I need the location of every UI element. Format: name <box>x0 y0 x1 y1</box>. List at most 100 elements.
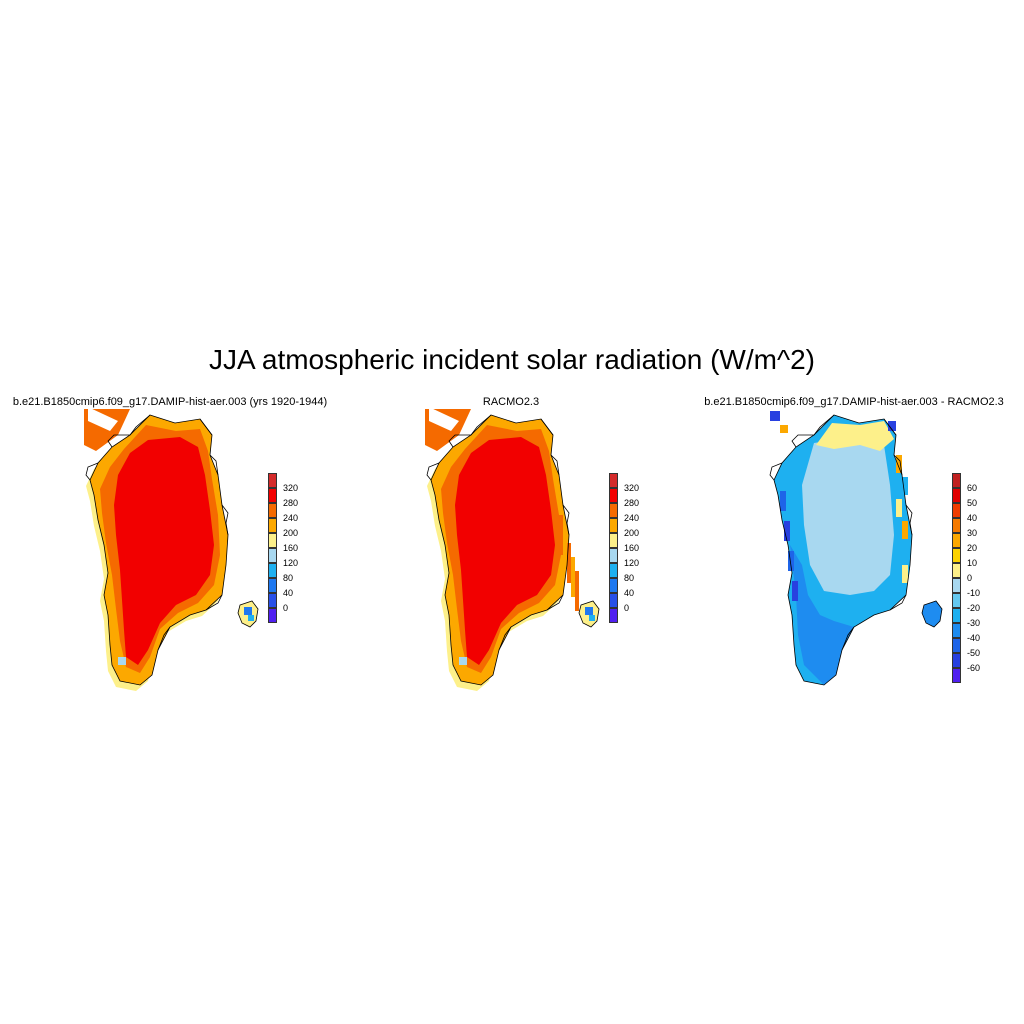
colorbar-tick-label: 160 <box>624 543 640 553</box>
colorbar-tick-label: 120 <box>283 558 299 568</box>
colorbar-swatch <box>952 473 961 488</box>
small-cell <box>118 657 126 665</box>
colorbar-swatch <box>268 518 277 533</box>
colorbar-swatch <box>268 563 277 578</box>
coastline-detail <box>85 414 229 651</box>
colorbar-swatch <box>609 608 618 623</box>
island-cell <box>589 615 595 621</box>
colorbar-swatch <box>268 608 277 623</box>
colorbar-tick-label: 50 <box>967 498 978 508</box>
colorbar-tick-label: 20 <box>967 543 978 553</box>
coastline <box>430 414 570 686</box>
panel-title: RACMO2.3 <box>482 396 540 408</box>
ice-sheet-region <box>455 437 555 665</box>
difference-region <box>816 421 894 451</box>
coastal-stripe <box>896 543 902 561</box>
coastline-detail <box>769 414 913 651</box>
coastal-stripe <box>902 565 908 583</box>
colorbar-tick-label: -30 <box>967 618 981 628</box>
figure-title: JJA atmospheric incident solar radiation… <box>208 344 816 375</box>
island-cell <box>244 607 252 615</box>
colorbar-swatch <box>952 533 961 548</box>
island-region <box>922 601 942 627</box>
colorbar-tick-label: 40 <box>624 588 635 598</box>
colorbar-swatch <box>609 533 618 548</box>
island-coastline <box>237 600 259 628</box>
difference-region <box>802 435 894 595</box>
coastal-cell <box>788 551 794 571</box>
colorbar-swatch <box>952 548 961 563</box>
colorbar-tick-label: 280 <box>624 498 640 508</box>
colorbar-tick-label: 30 <box>967 528 978 538</box>
colorbar-tick-label: 160 <box>283 543 299 553</box>
colorbar-swatch <box>952 593 961 608</box>
coastal-stripe <box>896 455 902 473</box>
colorbar-tick-label: 40 <box>967 513 978 523</box>
corner-gap <box>429 407 459 431</box>
panel-title: b.e21.B1850cmip6.f09_g17.DAMIP-hist-aer.… <box>12 396 328 408</box>
coastline-detail <box>426 414 570 651</box>
colorbar-tick-label: -50 <box>967 648 981 658</box>
colorbar-tick-label: -20 <box>967 603 981 613</box>
colorbar-swatch <box>609 563 618 578</box>
coastal-cell <box>792 581 798 601</box>
colorbar-tick-label: 10 <box>967 558 978 568</box>
panel-racmo: RACMO2.3 320 280 240 200 160 120 80 40 0 <box>341 395 681 700</box>
island-coastline <box>578 600 600 628</box>
greenland-map <box>84 407 259 691</box>
colorbar-tick-label: 0 <box>283 603 289 613</box>
corner-cell <box>780 425 788 433</box>
colorbar-tick-label: 320 <box>283 483 299 493</box>
colorbar-tick-label: 240 <box>624 513 640 523</box>
coastal-stripe <box>902 521 908 539</box>
colorbar-tick-label: 80 <box>624 573 635 583</box>
colorbar-tick-label: 200 <box>283 528 299 538</box>
colorbar-tick-label: 60 <box>967 483 978 493</box>
colorbar-swatch <box>952 623 961 638</box>
colorbar-swatch <box>952 638 961 653</box>
colorbar-swatch <box>952 653 961 668</box>
colorbar-tick-label: 0 <box>967 573 973 583</box>
colorbar-swatch <box>268 473 277 488</box>
colorbar-swatch <box>609 503 618 518</box>
colorbar-swatch <box>609 578 618 593</box>
colorbar-swatch <box>609 473 618 488</box>
colorbar-tick-label: 80 <box>283 573 294 583</box>
colorbar-tick-label: 0 <box>624 603 630 613</box>
difference-region <box>790 545 854 685</box>
colorbar-tick-label: 120 <box>624 558 640 568</box>
corner-cell <box>770 411 780 421</box>
colorbar-swatch <box>268 533 277 548</box>
colorbar-swatch <box>952 503 961 518</box>
colorbar-swatch <box>609 488 618 503</box>
colorbar-swatch <box>268 503 277 518</box>
coastal-stripe <box>896 499 902 517</box>
small-cell <box>459 657 467 665</box>
ice-sheet-region <box>114 437 214 665</box>
colorbar-tick-label: 240 <box>283 513 299 523</box>
colorbar-tick-label: -40 <box>967 633 981 643</box>
colorbar-tick-label: 200 <box>624 528 640 538</box>
colorbar-swatch <box>609 518 618 533</box>
colorbar-swatch <box>268 488 277 503</box>
colorbar-swatch <box>268 548 277 563</box>
island-cell <box>585 607 593 615</box>
colorbar-tick-label: 320 <box>624 483 640 493</box>
coastal-stripe <box>567 543 571 583</box>
coastal-stripe <box>575 571 579 611</box>
colorbar-swatch <box>952 488 961 503</box>
colorbar-swatch <box>268 578 277 593</box>
colorbar-swatch <box>952 668 961 683</box>
island-cell <box>248 615 254 621</box>
colorbar-swatch <box>609 548 618 563</box>
greenland-map <box>425 407 600 691</box>
colorbar-swatch <box>952 518 961 533</box>
coastal-stripe <box>902 477 908 495</box>
corner-gap <box>88 407 118 431</box>
panel-model: b.e21.B1850cmip6.f09_g17.DAMIP-hist-aer.… <box>0 395 340 700</box>
coastline <box>89 414 229 686</box>
coastline <box>773 414 913 686</box>
colorbar-swatch <box>268 593 277 608</box>
coastal-cell <box>780 491 786 511</box>
corner-cell <box>888 421 896 431</box>
